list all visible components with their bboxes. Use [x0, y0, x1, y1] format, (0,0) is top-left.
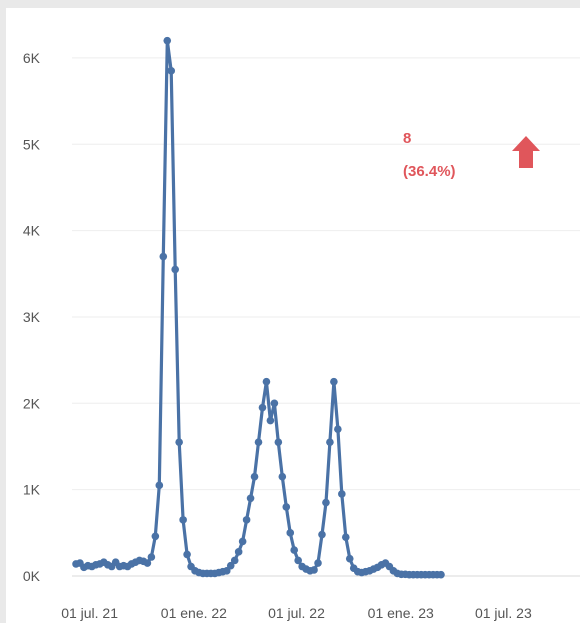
change-percent: (36.4%)	[403, 163, 456, 180]
data-point[interactable]	[294, 556, 302, 565]
data-point[interactable]	[326, 438, 334, 446]
data-point[interactable]	[270, 399, 279, 408]
x-tick-label: 01 jul. 21	[61, 605, 118, 621]
data-point[interactable]	[163, 36, 172, 45]
data-point[interactable]	[345, 554, 354, 563]
data-point[interactable]	[282, 503, 291, 511]
data-point[interactable]	[254, 438, 263, 446]
y-tick-label: 5K	[23, 136, 41, 152]
data-point[interactable]	[242, 516, 251, 524]
data-point[interactable]	[151, 532, 160, 541]
data-point[interactable]	[278, 472, 287, 481]
data-point[interactable]	[171, 265, 179, 274]
data-point[interactable]	[226, 561, 235, 570]
chart-panel: 0K 1K 2K 3K 4K 5K 6K 01 jul. 21 01 ene. 22 01 jul…	[6, 8, 580, 623]
data-point[interactable]	[290, 546, 299, 554]
y-tick-label: 4K	[23, 223, 41, 239]
data-point[interactable]	[274, 438, 283, 446]
y-tick-label: 2K	[23, 395, 41, 411]
data-point[interactable]	[155, 481, 164, 490]
data-point[interactable]	[338, 490, 346, 498]
data-point[interactable]	[167, 67, 176, 75]
data-point[interactable]	[159, 252, 168, 261]
data-point[interactable]	[183, 550, 191, 559]
y-tick-label: 0K	[23, 568, 41, 584]
data-point[interactable]	[234, 548, 243, 556]
x-tick-label: 01 jul. 22	[268, 605, 325, 621]
y-tick-label: 1K	[23, 482, 41, 498]
y-tick-label: 3K	[23, 309, 41, 325]
x-tick-label: 01 ene. 22	[161, 605, 227, 621]
up-arrow-icon	[512, 136, 540, 168]
x-tick-label: 01 jul. 23	[475, 605, 532, 621]
data-point[interactable]	[250, 472, 259, 481]
data-point[interactable]	[222, 567, 231, 575]
data-point[interactable]	[334, 425, 342, 434]
change-value: 8	[403, 130, 411, 147]
data-point[interactable]	[246, 494, 255, 503]
data-point[interactable]	[330, 377, 338, 386]
data-point[interactable]	[310, 566, 318, 574]
data-point[interactable]	[230, 556, 239, 565]
data-point[interactable]	[179, 516, 187, 524]
data-point[interactable]	[314, 559, 322, 567]
y-tick-label: 6K	[23, 50, 41, 66]
data-point[interactable]	[286, 529, 295, 537]
data-point[interactable]	[322, 498, 330, 507]
x-tick-label: 01 ene. 23	[368, 605, 434, 621]
data-point[interactable]	[437, 570, 445, 579]
data-point[interactable]	[143, 559, 152, 567]
data-point[interactable]	[258, 403, 267, 412]
data-point[interactable]	[262, 377, 271, 386]
data-point[interactable]	[147, 553, 156, 561]
series-line	[74, 38, 443, 577]
data-point[interactable]	[341, 533, 350, 541]
data-point[interactable]	[175, 438, 183, 446]
data-point[interactable]	[266, 416, 275, 425]
line-chart: 0K 1K 2K 3K 4K 5K 6K 01 jul. 21 01 ene. 22 01 jul…	[23, 36, 580, 621]
data-point[interactable]	[238, 537, 247, 546]
data-point[interactable]	[318, 530, 326, 539]
